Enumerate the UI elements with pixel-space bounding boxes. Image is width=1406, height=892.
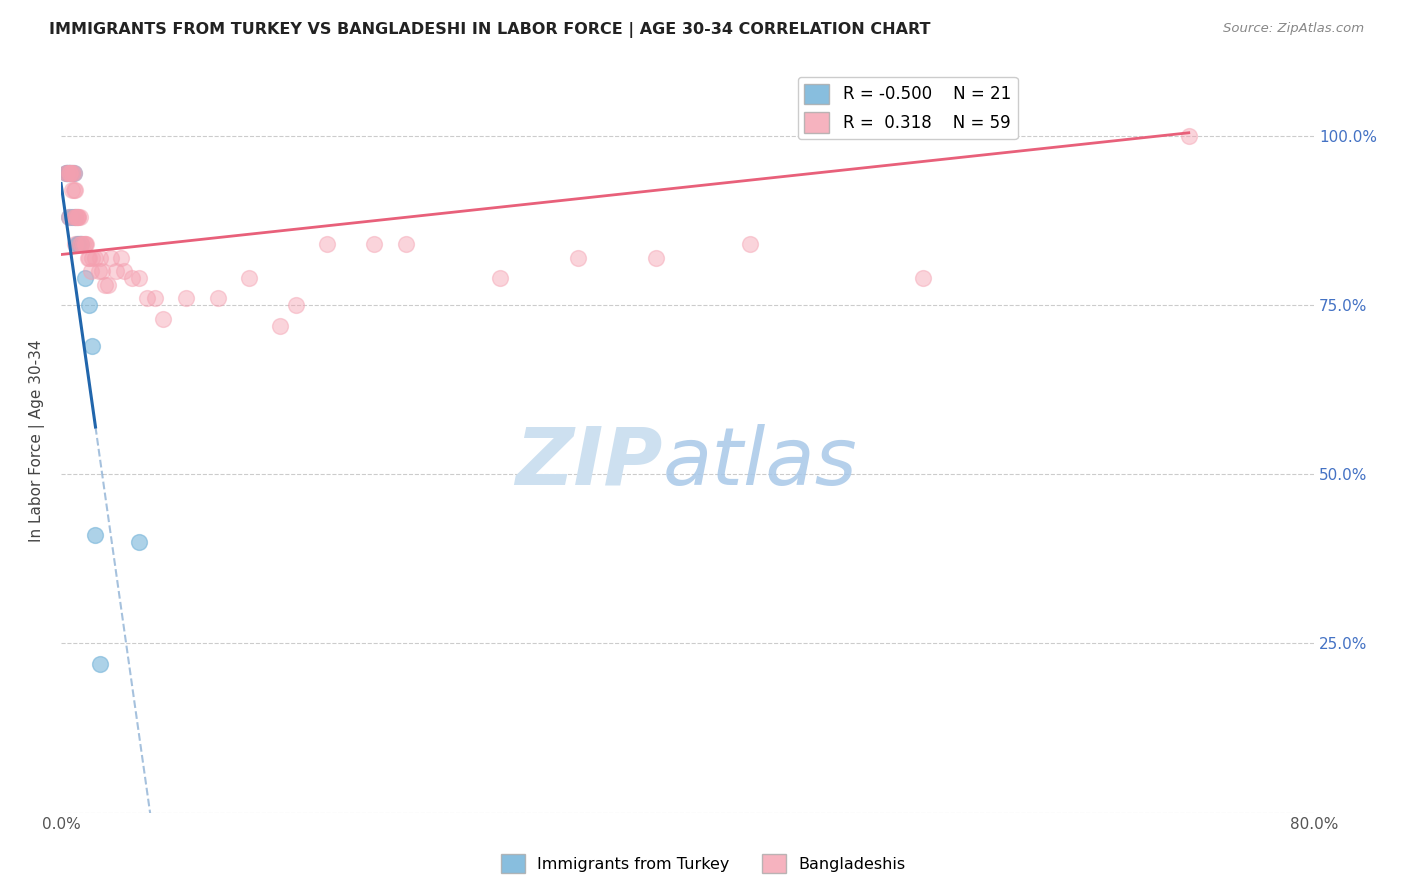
Point xyxy=(567,251,589,265)
Point xyxy=(77,298,100,312)
Point xyxy=(67,211,90,225)
Point xyxy=(58,211,80,225)
Point xyxy=(66,211,89,225)
Point xyxy=(59,166,82,180)
Point xyxy=(66,237,89,252)
Point xyxy=(73,237,96,252)
Point xyxy=(89,251,111,265)
Point xyxy=(207,292,229,306)
Point xyxy=(75,237,97,252)
Text: Source: ZipAtlas.com: Source: ZipAtlas.com xyxy=(1223,22,1364,36)
Point xyxy=(55,166,77,180)
Point xyxy=(56,166,79,180)
Point xyxy=(58,211,80,225)
Point xyxy=(176,292,198,306)
Point xyxy=(911,271,934,285)
Point xyxy=(59,166,82,180)
Point xyxy=(69,211,91,225)
Point xyxy=(152,311,174,326)
Point xyxy=(104,264,127,278)
Point xyxy=(73,271,96,285)
Point xyxy=(128,271,150,285)
Point xyxy=(394,237,416,252)
Point xyxy=(69,237,91,252)
Point xyxy=(285,298,308,312)
Point xyxy=(97,277,120,292)
Point xyxy=(238,271,260,285)
Point xyxy=(56,166,79,180)
Point xyxy=(63,211,86,225)
Text: ZIP: ZIP xyxy=(515,424,662,502)
Point xyxy=(84,528,107,542)
Point xyxy=(82,339,104,353)
Point xyxy=(121,271,143,285)
Point xyxy=(58,166,80,180)
Point xyxy=(67,237,90,252)
Point xyxy=(72,237,94,252)
Point xyxy=(269,318,291,333)
Point xyxy=(63,211,86,225)
Point xyxy=(112,264,135,278)
Point xyxy=(60,211,83,225)
Point xyxy=(77,251,100,265)
Point xyxy=(645,251,668,265)
Point xyxy=(62,166,84,180)
Point xyxy=(89,657,111,671)
Point xyxy=(80,264,103,278)
Legend: R = -0.500    N = 21, R =  0.318    N = 59: R = -0.500 N = 21, R = 0.318 N = 59 xyxy=(797,77,1018,139)
Point xyxy=(58,166,80,180)
Point xyxy=(66,211,89,225)
Point xyxy=(73,237,96,252)
Point xyxy=(316,237,339,252)
Y-axis label: In Labor Force | Age 30-34: In Labor Force | Age 30-34 xyxy=(30,339,45,541)
Point xyxy=(76,251,98,265)
Point xyxy=(740,237,762,252)
Point xyxy=(100,251,122,265)
Point xyxy=(1178,129,1201,144)
Point xyxy=(69,237,91,252)
Point xyxy=(62,166,84,180)
Point xyxy=(70,237,93,252)
Point xyxy=(59,166,82,180)
Point xyxy=(84,251,107,265)
Point xyxy=(60,166,83,180)
Point xyxy=(70,237,93,252)
Point xyxy=(363,237,385,252)
Point xyxy=(94,277,117,292)
Text: atlas: atlas xyxy=(662,424,858,502)
Point xyxy=(128,535,150,549)
Point xyxy=(90,264,112,278)
Point xyxy=(82,251,104,265)
Point xyxy=(60,166,83,180)
Point xyxy=(60,183,83,197)
Point xyxy=(56,166,79,180)
Point xyxy=(55,166,77,180)
Point xyxy=(67,211,90,225)
Text: IMMIGRANTS FROM TURKEY VS BANGLADESHI IN LABOR FORCE | AGE 30-34 CORRELATION CHA: IMMIGRANTS FROM TURKEY VS BANGLADESHI IN… xyxy=(49,22,931,38)
Point xyxy=(488,271,510,285)
Point xyxy=(136,292,159,306)
Point xyxy=(60,166,83,180)
Point xyxy=(143,292,166,306)
Point xyxy=(110,251,132,265)
Legend: Immigrants from Turkey, Bangladeshis: Immigrants from Turkey, Bangladeshis xyxy=(494,847,912,880)
Point xyxy=(62,183,84,197)
Point xyxy=(58,166,80,180)
Point xyxy=(87,264,110,278)
Point xyxy=(63,237,86,252)
Point xyxy=(63,211,86,225)
Point xyxy=(63,183,86,197)
